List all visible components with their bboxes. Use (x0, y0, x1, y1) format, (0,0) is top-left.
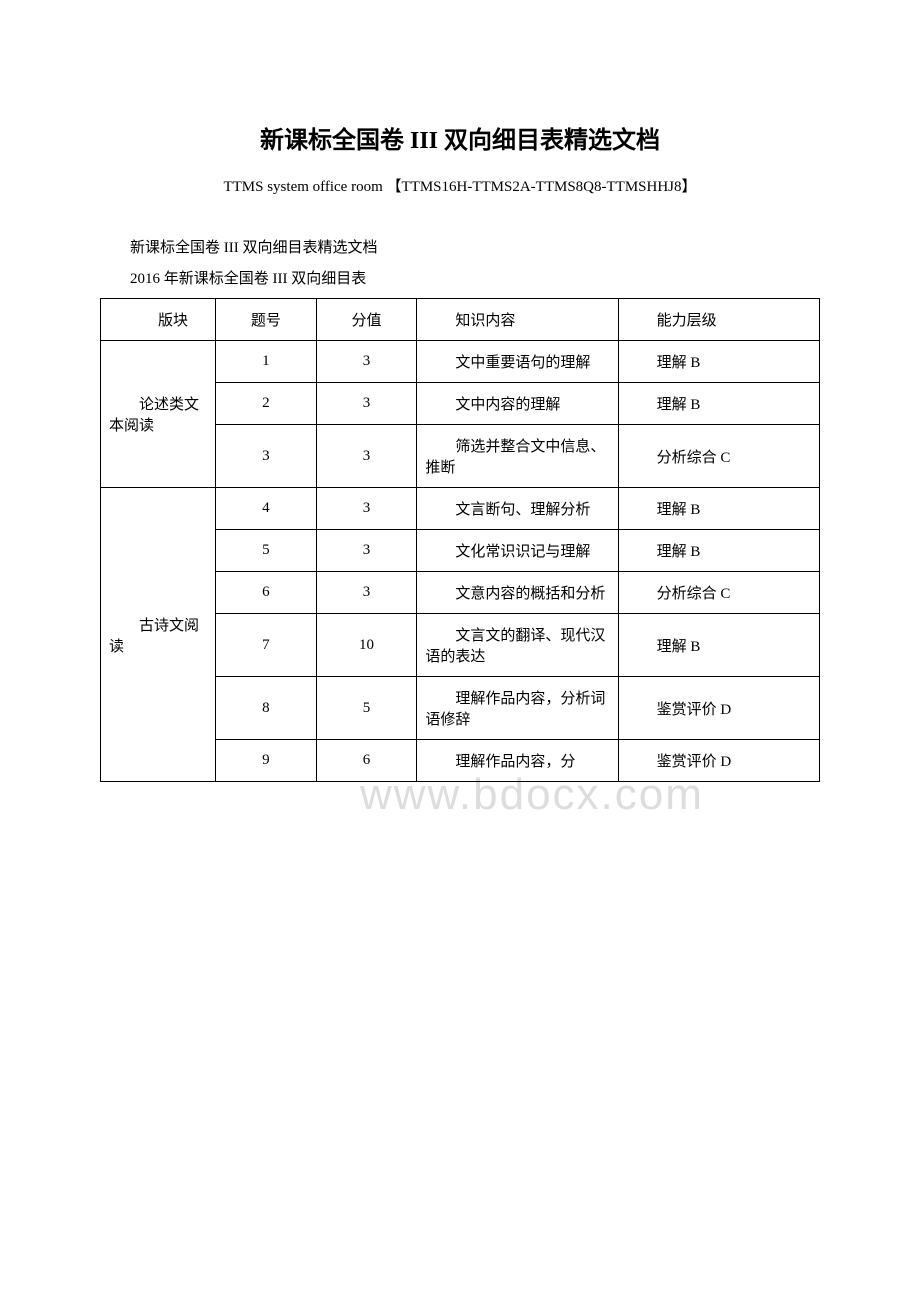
score-cell: 6 (316, 740, 417, 782)
header-score: 分值 (316, 299, 417, 341)
ability-cell: 分析综合 C (618, 572, 819, 614)
ability-cell: 鉴赏评价 D (618, 740, 819, 782)
knowledge-cell: 文化常识识记与理解 (417, 530, 618, 572)
intro-line-1: 新课标全国卷 III 双向细目表精选文档 (130, 236, 820, 257)
score-cell: 3 (316, 341, 417, 383)
header-ability: 能力层级 (618, 299, 819, 341)
score-cell: 3 (316, 530, 417, 572)
header-section: 版块 (101, 299, 216, 341)
knowledge-cell: 文言断句、理解分析 (417, 488, 618, 530)
table-row: 论述类文本阅读 1 3 文中重要语句的理解 理解 B (101, 341, 820, 383)
score-cell: 3 (316, 572, 417, 614)
intro-line-2: 2016 年新课标全国卷 III 双向细目表 (130, 267, 820, 288)
ability-cell: 理解 B (618, 383, 819, 425)
num-cell: 5 (216, 530, 317, 572)
knowledge-cell: 文言文的翻译、现代汉语的表达 (417, 614, 618, 677)
document-title: 新课标全国卷 III 双向细目表精选文档 (100, 120, 820, 155)
num-cell: 9 (216, 740, 317, 782)
section-cell: 论述类文本阅读 (101, 341, 216, 488)
score-cell: 3 (316, 488, 417, 530)
ability-cell: 鉴赏评价 D (618, 677, 819, 740)
num-cell: 8 (216, 677, 317, 740)
num-cell: 2 (216, 383, 317, 425)
ability-cell: 分析综合 C (618, 425, 819, 488)
knowledge-cell: 理解作品内容，分析词语修辞 (417, 677, 618, 740)
knowledge-cell: 理解作品内容，分 (417, 740, 618, 782)
knowledge-cell: 文意内容的概括和分析 (417, 572, 618, 614)
num-cell: 6 (216, 572, 317, 614)
score-cell: 5 (316, 677, 417, 740)
ability-cell: 理解 B (618, 530, 819, 572)
num-cell: 4 (216, 488, 317, 530)
header-knowledge: 知识内容 (417, 299, 618, 341)
knowledge-cell: 文中内容的理解 (417, 383, 618, 425)
score-cell: 10 (316, 614, 417, 677)
knowledge-cell: 文中重要语句的理解 (417, 341, 618, 383)
table-row: 古诗文阅读 4 3 文言断句、理解分析 理解 B (101, 488, 820, 530)
ability-cell: 理解 B (618, 614, 819, 677)
score-cell: 3 (316, 425, 417, 488)
document-subtitle: TTMS system office room 【TTMS16H-TTMS2A-… (100, 175, 820, 196)
score-cell: 3 (316, 383, 417, 425)
ability-cell: 理解 B (618, 488, 819, 530)
ability-cell: 理解 B (618, 341, 819, 383)
header-num: 题号 (216, 299, 317, 341)
num-cell: 7 (216, 614, 317, 677)
spec-table: 版块 题号 分值 知识内容 能力层级 论述类文本阅读 1 3 文中重要语句的理解… (100, 298, 820, 782)
knowledge-cell: 筛选并整合文中信息、推断 (417, 425, 618, 488)
num-cell: 1 (216, 341, 317, 383)
table-header-row: 版块 题号 分值 知识内容 能力层级 (101, 299, 820, 341)
num-cell: 3 (216, 425, 317, 488)
section-cell: 古诗文阅读 (101, 488, 216, 782)
